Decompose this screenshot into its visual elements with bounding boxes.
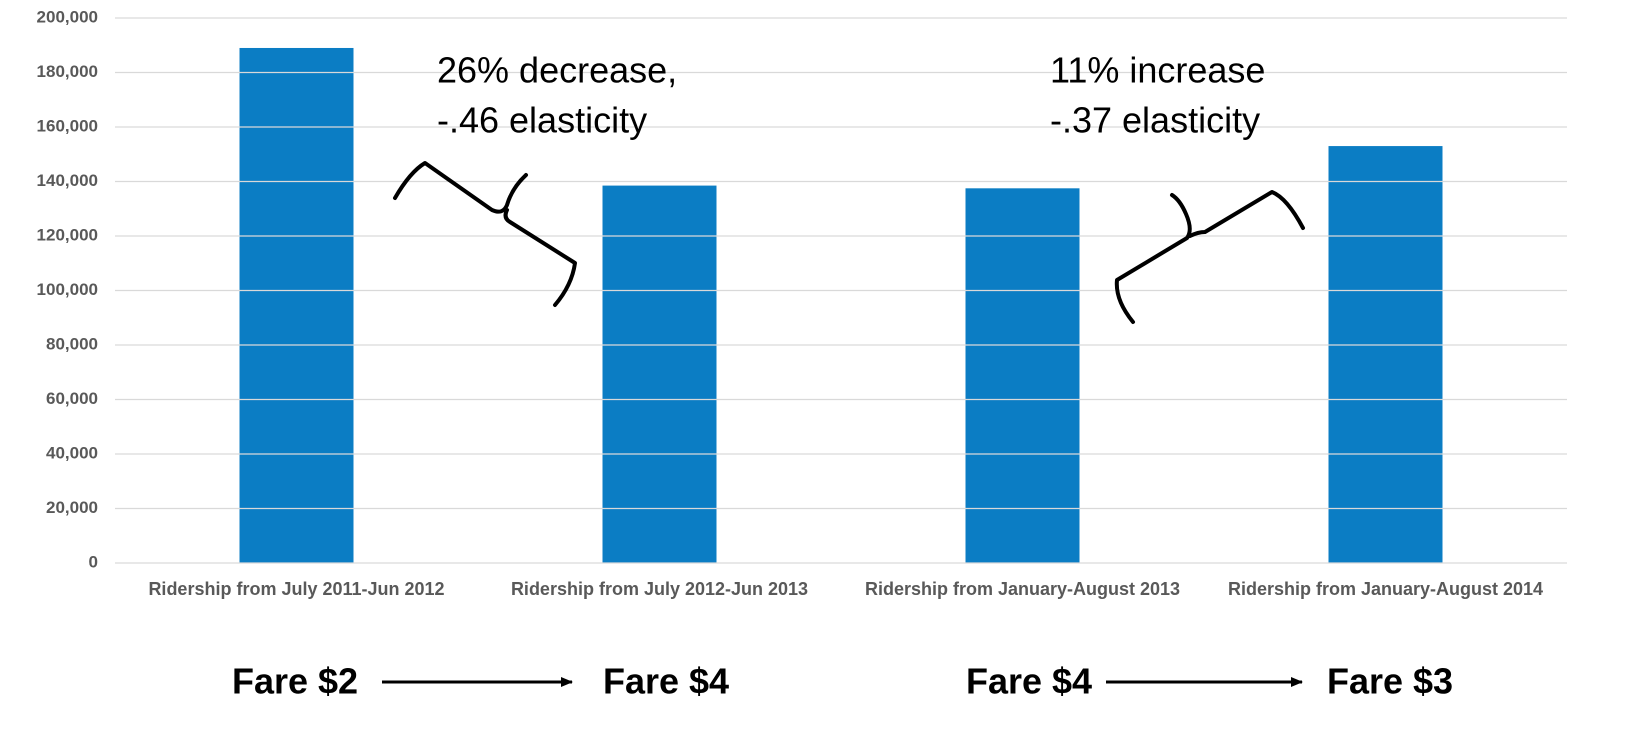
bar (965, 188, 1080, 563)
brace (1114, 190, 1305, 324)
y-tick-label: 60,000 (46, 389, 98, 408)
y-tick-label: 0 (89, 552, 98, 571)
fare-label: Fare $3 (1327, 661, 1453, 702)
annotation: 26% decrease, (437, 50, 677, 91)
x-tick-label: Ridership from July 2012-Jun 2013 (510, 579, 809, 599)
x-tick-label: Ridership from January-August 2014 (1227, 579, 1544, 599)
fare-label: Fare $4 (966, 661, 1092, 702)
fare-label: Fare $2 (232, 661, 358, 702)
y-tick-label: 100,000 (37, 280, 98, 299)
y-tick-label: 120,000 (37, 225, 98, 244)
y-tick-label: 20,000 (46, 498, 98, 517)
x-tick-label: Ridership from January-August 2013 (864, 579, 1181, 599)
brace (393, 161, 577, 307)
annotation: -.37 elasticity (1050, 100, 1260, 141)
bar (602, 185, 717, 563)
fare-label: Fare $4 (603, 661, 729, 702)
x-tick-label: Ridership from July 2011-Jun 2012 (148, 579, 445, 599)
annotation: -.46 elasticity (437, 100, 647, 141)
bar (1328, 146, 1443, 563)
y-tick-label: 40,000 (46, 443, 98, 462)
y-tick-label: 140,000 (37, 171, 98, 190)
y-tick-label: 200,000 (37, 7, 98, 26)
bar (239, 47, 354, 564)
y-tick-label: 80,000 (46, 334, 98, 353)
y-tick-label: 160,000 (37, 116, 98, 135)
annotation: 11% increase (1050, 50, 1265, 91)
y-tick-label: 180,000 (37, 62, 98, 81)
